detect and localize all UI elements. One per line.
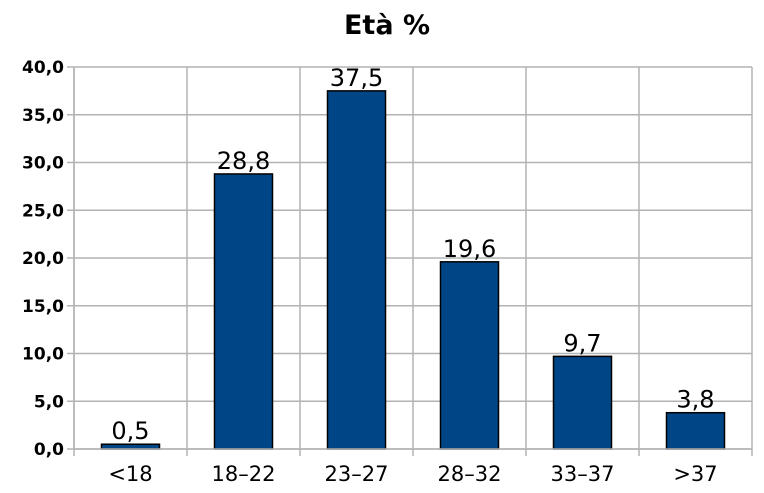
y-tick-label: 20,0	[22, 249, 64, 269]
data-label: 28,8	[217, 147, 270, 175]
x-tick-label: 33–37	[551, 462, 615, 486]
bars	[100, 90, 726, 450]
y-tick-label: 30,0	[22, 154, 64, 174]
y-axis: 0,0 5,0 10,0 15,0 20,0 25,0 30,0 35,0 40,0	[22, 58, 75, 460]
bar	[665, 411, 726, 450]
bar	[326, 90, 387, 450]
bar	[552, 355, 613, 450]
x-tick-label: 28–32	[438, 462, 502, 486]
x-axis: <18 18–22 23–27 28–32 33–37 >37	[74, 448, 752, 486]
y-tick-label: 15,0	[22, 297, 64, 317]
data-label: 9,7	[563, 329, 601, 357]
data-labels: 0,5 28,8 37,5 19,6 9,7 3,8	[111, 64, 714, 445]
y-tick-label: 5,0	[34, 392, 64, 412]
y-tick-label: 10,0	[22, 345, 64, 365]
y-tick-label: 0,0	[34, 440, 64, 460]
data-label: 0,5	[111, 417, 149, 445]
y-tick-label: 35,0	[22, 106, 64, 126]
bar	[213, 173, 274, 450]
y-tick-label: 40,0	[22, 58, 64, 78]
x-tick-label: 23–27	[325, 462, 389, 486]
chart-title: Età %	[344, 10, 430, 41]
data-label: 19,6	[443, 235, 496, 263]
data-label: 37,5	[330, 64, 383, 92]
data-label: 3,8	[676, 386, 714, 414]
y-tick-label: 25,0	[22, 201, 64, 221]
x-tick-label: <18	[108, 462, 152, 486]
x-tick-label: >37	[673, 462, 717, 486]
gridlines	[73, 66, 753, 456]
bar	[439, 261, 500, 450]
x-tick-label: 18–22	[212, 462, 276, 486]
